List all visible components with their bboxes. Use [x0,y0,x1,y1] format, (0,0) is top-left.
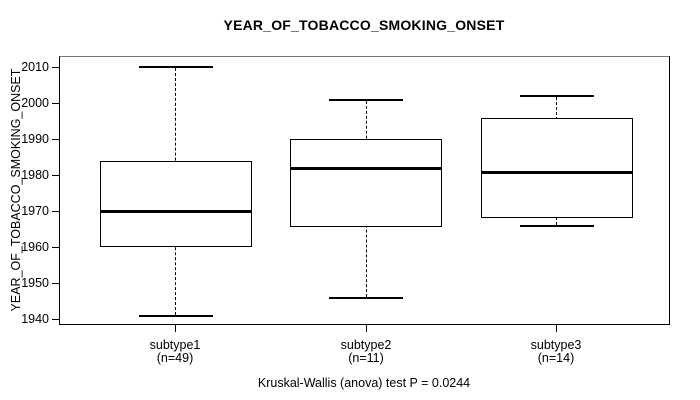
whisker-cap-lower [329,296,403,299]
x-axis-tick [175,325,176,332]
y-axis-tick-label: 1990 [21,132,49,147]
y-axis-tick [52,318,59,320]
group-label: subtype3 [530,338,582,352]
x-axis-tick [365,325,367,332]
y-axis-tick-label: 1970 [21,204,49,219]
group-n-label: (n=49) [156,351,194,365]
y-axis-tick-label: 2010 [21,60,49,75]
box-iqr [99,160,252,248]
y-axis-tick-label: 1980 [21,168,49,183]
x-tick-label-subtype1: subtype1 (n=49) [95,339,255,365]
group-label: subtype1 [149,338,201,352]
x-axis-tick [556,325,557,332]
median-line [99,210,252,214]
whisker-cap-lower [519,224,594,227]
group-n-label: (n=14) [537,351,575,365]
chart-title: YEAR_OF_TOBACCO_SMOKING_ONSET [223,17,505,33]
y-axis-tick-label: 1960 [21,240,49,255]
whisker-cap-upper [138,66,213,69]
y-axis-tick-label: 1950 [21,276,49,291]
y-axis-tick [52,210,59,212]
whisker-cap-upper [519,95,594,98]
median-line [480,170,633,174]
box-iqr [290,139,442,228]
group-label: subtype2 [340,338,392,352]
y-axis-tick [52,102,59,104]
stat-test-annotation: Kruskal-Wallis (anova) test P = 0.0244 [257,376,471,390]
y-axis-tick [52,66,59,68]
median-line [290,167,442,171]
box-iqr [480,117,633,219]
x-tick-label-subtype3: subtype3 (n=14) [476,339,636,365]
whisker-cap-lower [138,314,213,317]
y-axis-tick-label: 2000 [21,96,49,111]
group-n-label: (n=11) [348,351,384,365]
y-axis-tick [52,246,59,248]
whisker-cap-upper [329,98,403,101]
y-axis-tick [52,282,59,284]
y-axis-tick-label: 1940 [21,312,49,327]
y-axis-tick [52,138,59,140]
y-axis-tick [52,174,59,176]
x-tick-label-subtype2: subtype2 (n=11) [286,339,446,365]
